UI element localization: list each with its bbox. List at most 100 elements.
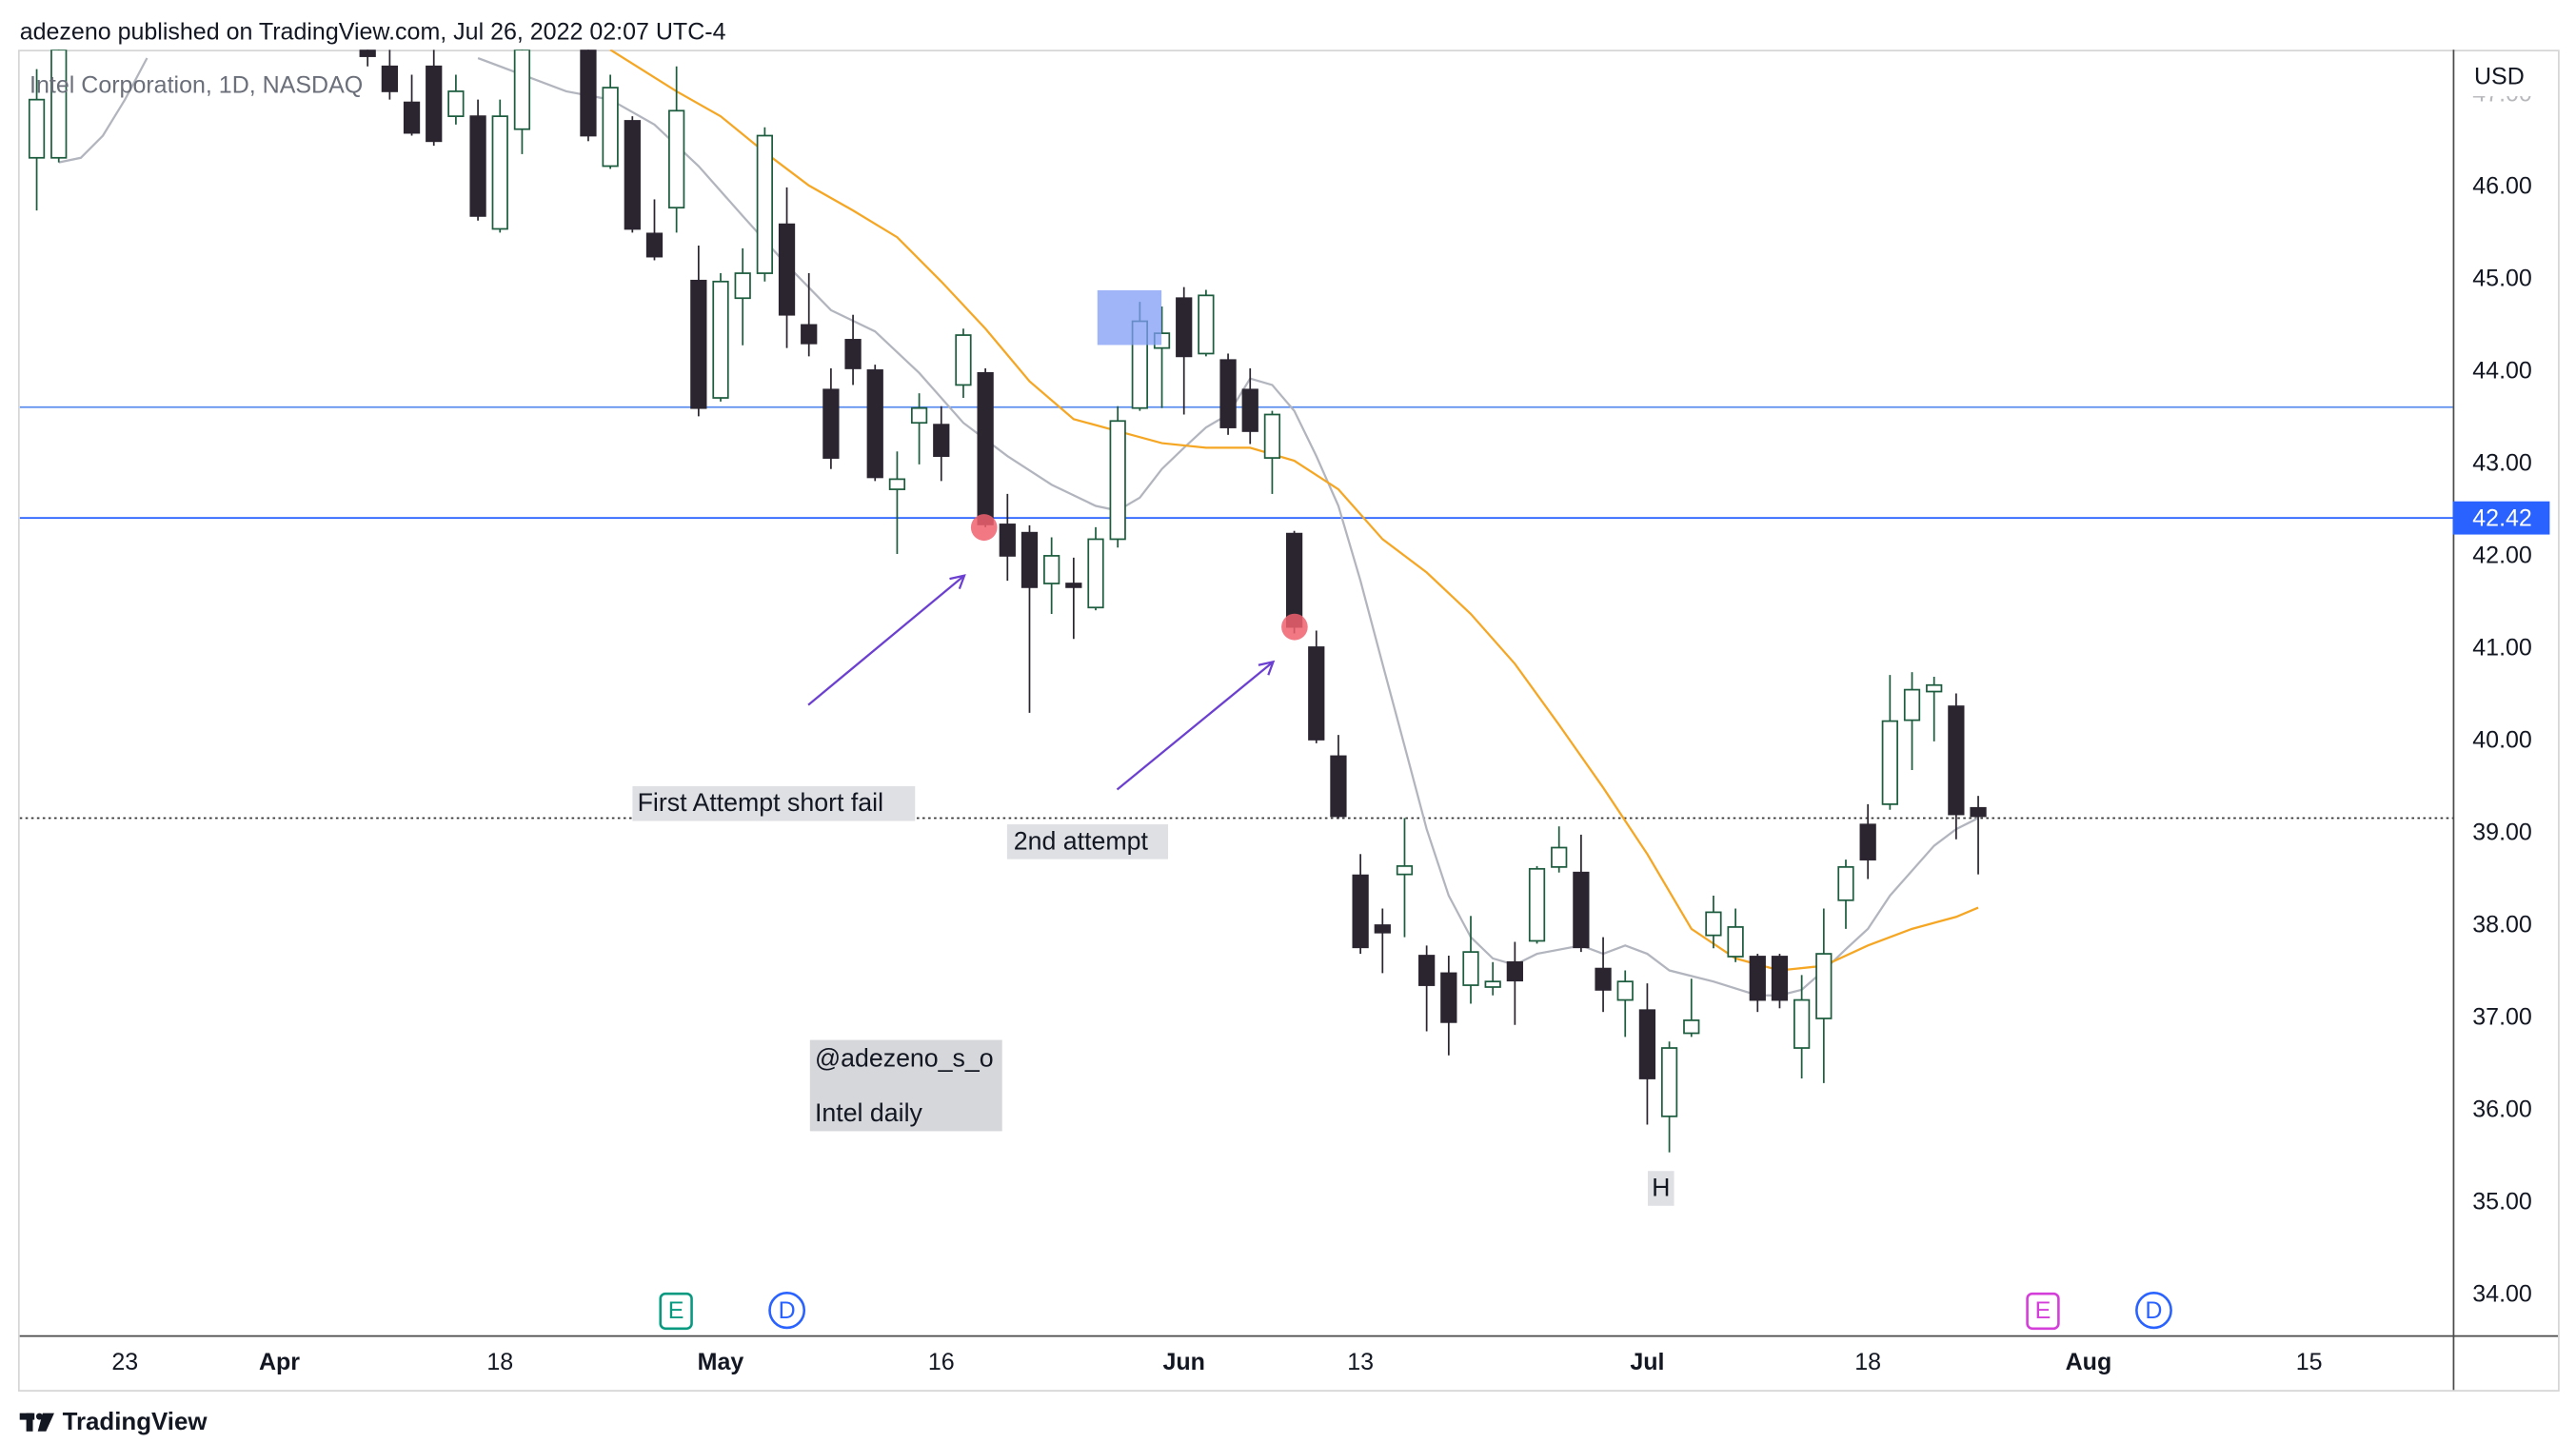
candle-body <box>381 65 399 92</box>
candle-body <box>1484 980 1501 988</box>
candle-body <box>602 87 619 168</box>
x-tick-label: 18 <box>1854 1349 1881 1375</box>
candle-body <box>1815 953 1833 1019</box>
annotation: First Attempt short fail <box>638 788 883 817</box>
annotation-box <box>632 785 916 821</box>
candle <box>1970 796 1987 875</box>
candle <box>756 127 773 282</box>
candle-body <box>491 115 508 230</box>
candle <box>1837 860 1854 929</box>
candle-body <box>1727 926 1744 958</box>
candle-body <box>513 49 531 130</box>
candle <box>801 273 818 357</box>
candle <box>1859 803 1876 880</box>
arrow <box>1116 660 1276 791</box>
y-tick-label: 37.00 <box>2472 1004 2532 1031</box>
candle <box>690 245 707 417</box>
candle-body <box>580 49 597 137</box>
candle <box>1198 289 1215 357</box>
y-tick-label: 46.00 <box>2472 172 2532 199</box>
earnings-icon[interactable] <box>659 1292 693 1331</box>
candle <box>1595 937 1612 1013</box>
candle <box>1793 975 1811 1079</box>
x-tick-label: 15 <box>2296 1349 2323 1375</box>
candle <box>50 49 68 163</box>
dividend-icon-label[interactable]: D <box>2145 1297 2162 1324</box>
dividend-icon[interactable] <box>768 1291 806 1330</box>
candle <box>645 199 664 261</box>
highlight-box <box>1097 289 1162 346</box>
axes: 34.00 35.00 36.00 37.00 38.00 39.00 40.00 41.00… <box>111 80 2550 1375</box>
candle-body <box>1705 911 1722 937</box>
earnings-icon-label[interactable]: E <box>668 1297 684 1324</box>
dividend-icon-label[interactable]: D <box>779 1297 796 1324</box>
annotation: @adezeno_s_o <box>815 1043 994 1072</box>
y-tick-label: 42.00 <box>2472 542 2532 568</box>
candle-body <box>50 49 68 159</box>
currency-bg <box>2457 59 2550 97</box>
frame <box>17 49 2560 1392</box>
candle <box>1815 908 1833 1083</box>
candle <box>910 393 928 465</box>
candle <box>822 367 840 469</box>
y-tick-label: 35.00 <box>2472 1189 2532 1216</box>
annotation-box <box>809 1039 1002 1132</box>
candle <box>1926 677 1943 741</box>
candle-body <box>426 65 443 143</box>
candle <box>1043 537 1060 615</box>
candle <box>491 99 508 233</box>
candle-body <box>1374 924 1391 934</box>
candle-body <box>1528 867 1546 942</box>
candle-body <box>28 98 46 159</box>
dividend-icon[interactable] <box>2135 1291 2172 1330</box>
candle-body <box>1087 538 1104 609</box>
candle <box>933 405 950 482</box>
y-tick-label: 36.00 <box>2472 1097 2532 1123</box>
x-tick-label: Aug <box>2066 1349 2112 1375</box>
candle <box>955 328 972 399</box>
annotation: Intel daily <box>815 1098 922 1127</box>
candle-body <box>801 324 818 345</box>
candle-body <box>359 49 376 57</box>
candle-body <box>778 223 796 316</box>
candle <box>1176 287 1193 415</box>
y-tick-label: 43.00 <box>2472 449 2532 476</box>
candle <box>1749 954 1766 1013</box>
currency: USD <box>2474 63 2525 89</box>
candle <box>1948 693 1965 840</box>
candle-body <box>1881 720 1898 805</box>
earnings-icon[interactable] <box>2026 1292 2060 1331</box>
candle-body <box>910 406 928 425</box>
candle <box>977 367 994 527</box>
candle <box>1551 826 1568 873</box>
candle-body <box>1109 420 1126 541</box>
candle <box>1683 978 1700 1038</box>
annotation: 2nd attempt <box>1014 826 1149 855</box>
candle-body <box>1771 956 1789 1001</box>
candle-body <box>1837 865 1854 901</box>
candle <box>513 49 531 154</box>
candle-body <box>1462 951 1479 986</box>
candle-body <box>1241 388 1258 432</box>
y-tick-label: 41.00 <box>2472 634 2532 661</box>
candle <box>1903 672 1921 770</box>
x-tick-label: 18 <box>486 1349 513 1375</box>
candle-body <box>866 369 883 479</box>
candle-body <box>1263 413 1281 459</box>
candle <box>469 99 486 221</box>
candle <box>426 49 443 147</box>
earnings-icon-label[interactable]: E <box>2035 1297 2051 1324</box>
y-tick-label: 34.00 <box>2472 1281 2532 1308</box>
candle-body <box>469 115 486 217</box>
candle <box>403 74 421 136</box>
candle <box>602 74 619 169</box>
symbol-title: Intel Corporation, 1D, NASDAQ <box>30 71 363 98</box>
x-tick-label: 13 <box>1347 1349 1374 1375</box>
candle <box>1440 956 1457 1056</box>
candle-body <box>1551 846 1568 868</box>
candle <box>381 49 399 100</box>
candle-body <box>1616 980 1634 1001</box>
candle <box>844 314 862 385</box>
candle <box>1109 405 1126 548</box>
candle <box>1660 1041 1678 1153</box>
